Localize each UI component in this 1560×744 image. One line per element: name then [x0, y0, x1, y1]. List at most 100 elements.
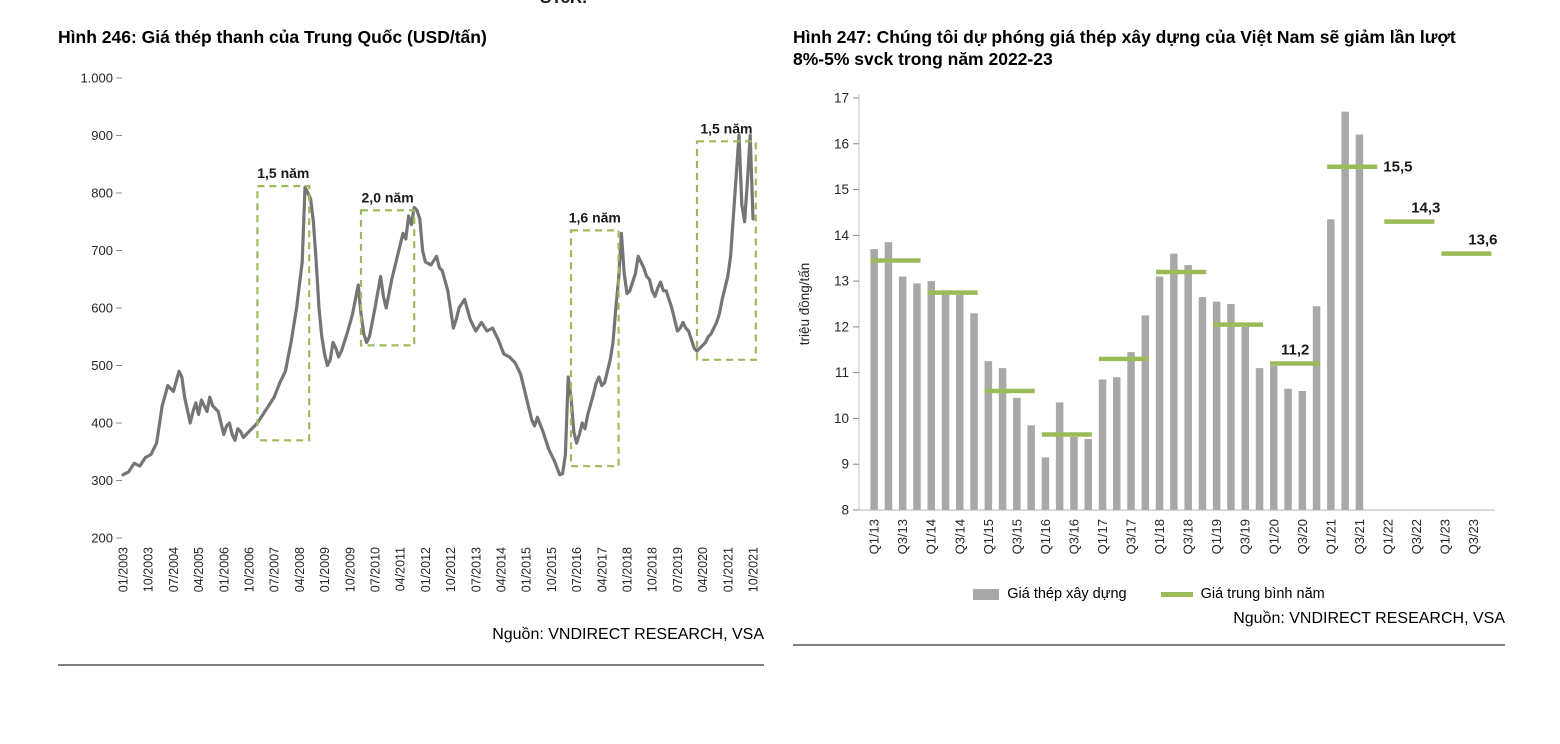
quarterly-price-bar	[1041, 457, 1050, 510]
quarterly-price-bar	[1284, 388, 1292, 510]
quarterly-price-bar	[1227, 304, 1235, 510]
value-annotation: 13,6	[1468, 232, 1497, 249]
bar-swatch-icon	[973, 588, 1000, 600]
y-axis-tick-label: 17	[834, 91, 849, 106]
x-axis-tick-label: 07/2007	[268, 547, 282, 592]
x-axis-tick-label: Q1/18	[1152, 519, 1167, 554]
x-axis-tick-label: Q3/22	[1409, 519, 1424, 554]
x-axis-tick-label: 04/2005	[192, 547, 206, 592]
quarterly-price-bar	[1141, 315, 1150, 510]
x-axis-tick-label: 04/2017	[595, 547, 609, 592]
x-axis-tick-label: 10/2021	[747, 547, 761, 592]
quarterly-price-bar	[1084, 439, 1092, 510]
cycle-annotation-box	[569, 229, 620, 468]
vietnam-steel-price-bar-chart: 8 9 10 11 12 13 14 15 16 17 triệu đồng/tấn Q1/13 Q3/…	[797, 91, 1498, 555]
y-axis-tick-label: 500	[91, 358, 113, 373]
y-axis-tick-label: 11	[835, 365, 849, 380]
x-axis-tick-label: 07/2010	[369, 547, 383, 592]
x-axis-tick-label: Q1/13	[867, 519, 882, 554]
x-axis-tick-label: Q3/23	[1466, 519, 1481, 554]
x-axis-tick-label: 07/2004	[167, 547, 181, 592]
y-axis-tick-label: 800	[91, 186, 113, 201]
cycle-annotation-label: 1,5 năm	[700, 120, 752, 136]
quarterly-price-bar	[1312, 306, 1321, 510]
value-annotation: 11,2	[1281, 342, 1309, 359]
y-axis-tick-label: 9	[841, 457, 849, 472]
x-axis-tick-label: Q1/22	[1381, 519, 1396, 554]
x-axis-tick-label: 01/2003	[117, 547, 131, 592]
quarterly-price-bar	[1013, 397, 1021, 510]
figure-247-source: Nguồn: VNDIRECT RESEARCH, VSA	[1233, 610, 1505, 627]
y-axis-tick-label: 600	[91, 301, 113, 316]
x-axis-tick-label: Q3/19	[1238, 519, 1253, 554]
x-axis-tick-label: 04/2008	[293, 547, 307, 592]
quarterly-price-bar	[1170, 253, 1178, 510]
y-axis-title: triệu đồng/tấn	[797, 263, 812, 346]
figure-247-title: Hình 247: Chúng tôi dự phóng giá thép xâ…	[793, 27, 1456, 69]
y-axis-tick-label: 900	[91, 128, 113, 143]
quarterly-price-bar	[1298, 391, 1307, 510]
y-axis-tick-label: 700	[91, 243, 113, 258]
x-axis-tick-label: 10/2006	[243, 547, 257, 592]
x-axis-tick-label: Q1/19	[1209, 519, 1224, 554]
x-axis-tick-label: 07/2016	[570, 547, 584, 592]
quarterly-price-bar	[1055, 402, 1064, 510]
quarterly-price-bar	[1327, 219, 1335, 511]
quarterly-price-bar	[1155, 276, 1164, 510]
value-annotation: 15,5	[1383, 159, 1412, 176]
quarterly-price-bar	[1098, 379, 1107, 510]
quarterly-price-bar	[884, 242, 893, 510]
x-axis-tick-label: 04/2014	[495, 547, 509, 592]
x-axis-tick-label: 01/2006	[217, 547, 231, 592]
quarterly-price-bar	[941, 290, 950, 510]
y-axis-tick-label: 200	[91, 531, 113, 546]
x-axis-tick-label: Q3/21	[1352, 519, 1367, 554]
x-axis-tick-label: Q3/16	[1067, 519, 1082, 554]
line-swatch-icon	[1160, 591, 1193, 597]
y-axis-tick-label: 1.000	[80, 71, 113, 86]
quarterly-price-bar	[1113, 377, 1121, 510]
quarterly-price-bar	[898, 276, 907, 510]
x-axis-tick-label: 01/2018	[621, 547, 635, 592]
clipped-text-fragment: ŠTcR.	[540, 0, 587, 9]
x-axis-tick-label: Q1/14	[924, 519, 939, 554]
x-axis-tick-label: Q3/18	[1181, 519, 1196, 554]
x-axis-tick-label: 07/2013	[469, 547, 483, 592]
x-axis-tick-label: Q3/14	[952, 519, 967, 554]
x-axis-tick-label: Q3/13	[895, 519, 910, 554]
quarterly-price-bar	[913, 283, 921, 510]
quarterly-price-bar	[1270, 365, 1278, 510]
x-axis-tick-label: Q3/17	[1124, 519, 1139, 554]
y-axis-tick-label: 15	[834, 182, 849, 197]
cycle-annotation-box	[359, 209, 416, 347]
quarterly-price-bar	[1212, 301, 1221, 510]
legend-line-label: Giá trung bình năm	[1200, 586, 1325, 602]
y-axis-tick-label: 14	[834, 228, 850, 243]
x-axis-tick-label: 01/2015	[520, 547, 534, 592]
x-axis-tick-label: 01/2021	[721, 547, 735, 592]
x-axis-tick-label: 01/2012	[419, 547, 433, 592]
figure-246-title: Hình 246: Giá thép thanh của Trung Quốc …	[58, 27, 487, 47]
cycle-annotation-label: 1,6 năm	[569, 209, 621, 225]
quarterly-price-bar	[1241, 326, 1249, 510]
x-axis-tick-label: Q1/20	[1266, 519, 1281, 554]
cycle-annotation-box	[256, 185, 311, 442]
cycle-annotation-label: 1,5 năm	[257, 165, 309, 181]
y-axis-tick-label: 300	[91, 473, 113, 488]
legend-item-average: Giá trung bình năm	[1160, 586, 1325, 602]
value-annotation: 14,3	[1411, 200, 1440, 217]
y-axis-tick-label: 16	[834, 136, 849, 151]
chart-legend: Giá thép xây dựng Giá trung bình năm	[793, 586, 1505, 602]
quarterly-price-bar	[870, 249, 878, 510]
legend-item-bars: Giá thép xây dựng	[973, 586, 1127, 602]
figure-246-source: Nguồn: VNDIRECT RESEARCH, VSA	[492, 626, 764, 643]
x-axis-tick-label: 10/2018	[646, 547, 660, 592]
legend-bar-label: Giá thép xây dựng	[1007, 586, 1127, 602]
price-line	[121, 133, 755, 477]
quarterly-price-bar	[956, 294, 964, 510]
x-axis-tick-label: Q1/21	[1323, 519, 1338, 554]
quarterly-price-bar	[970, 313, 978, 510]
x-axis-tick-label: Q1/15	[981, 519, 996, 554]
x-axis-tick-label: 07/2019	[671, 547, 685, 592]
quarterly-price-bar	[927, 281, 935, 510]
